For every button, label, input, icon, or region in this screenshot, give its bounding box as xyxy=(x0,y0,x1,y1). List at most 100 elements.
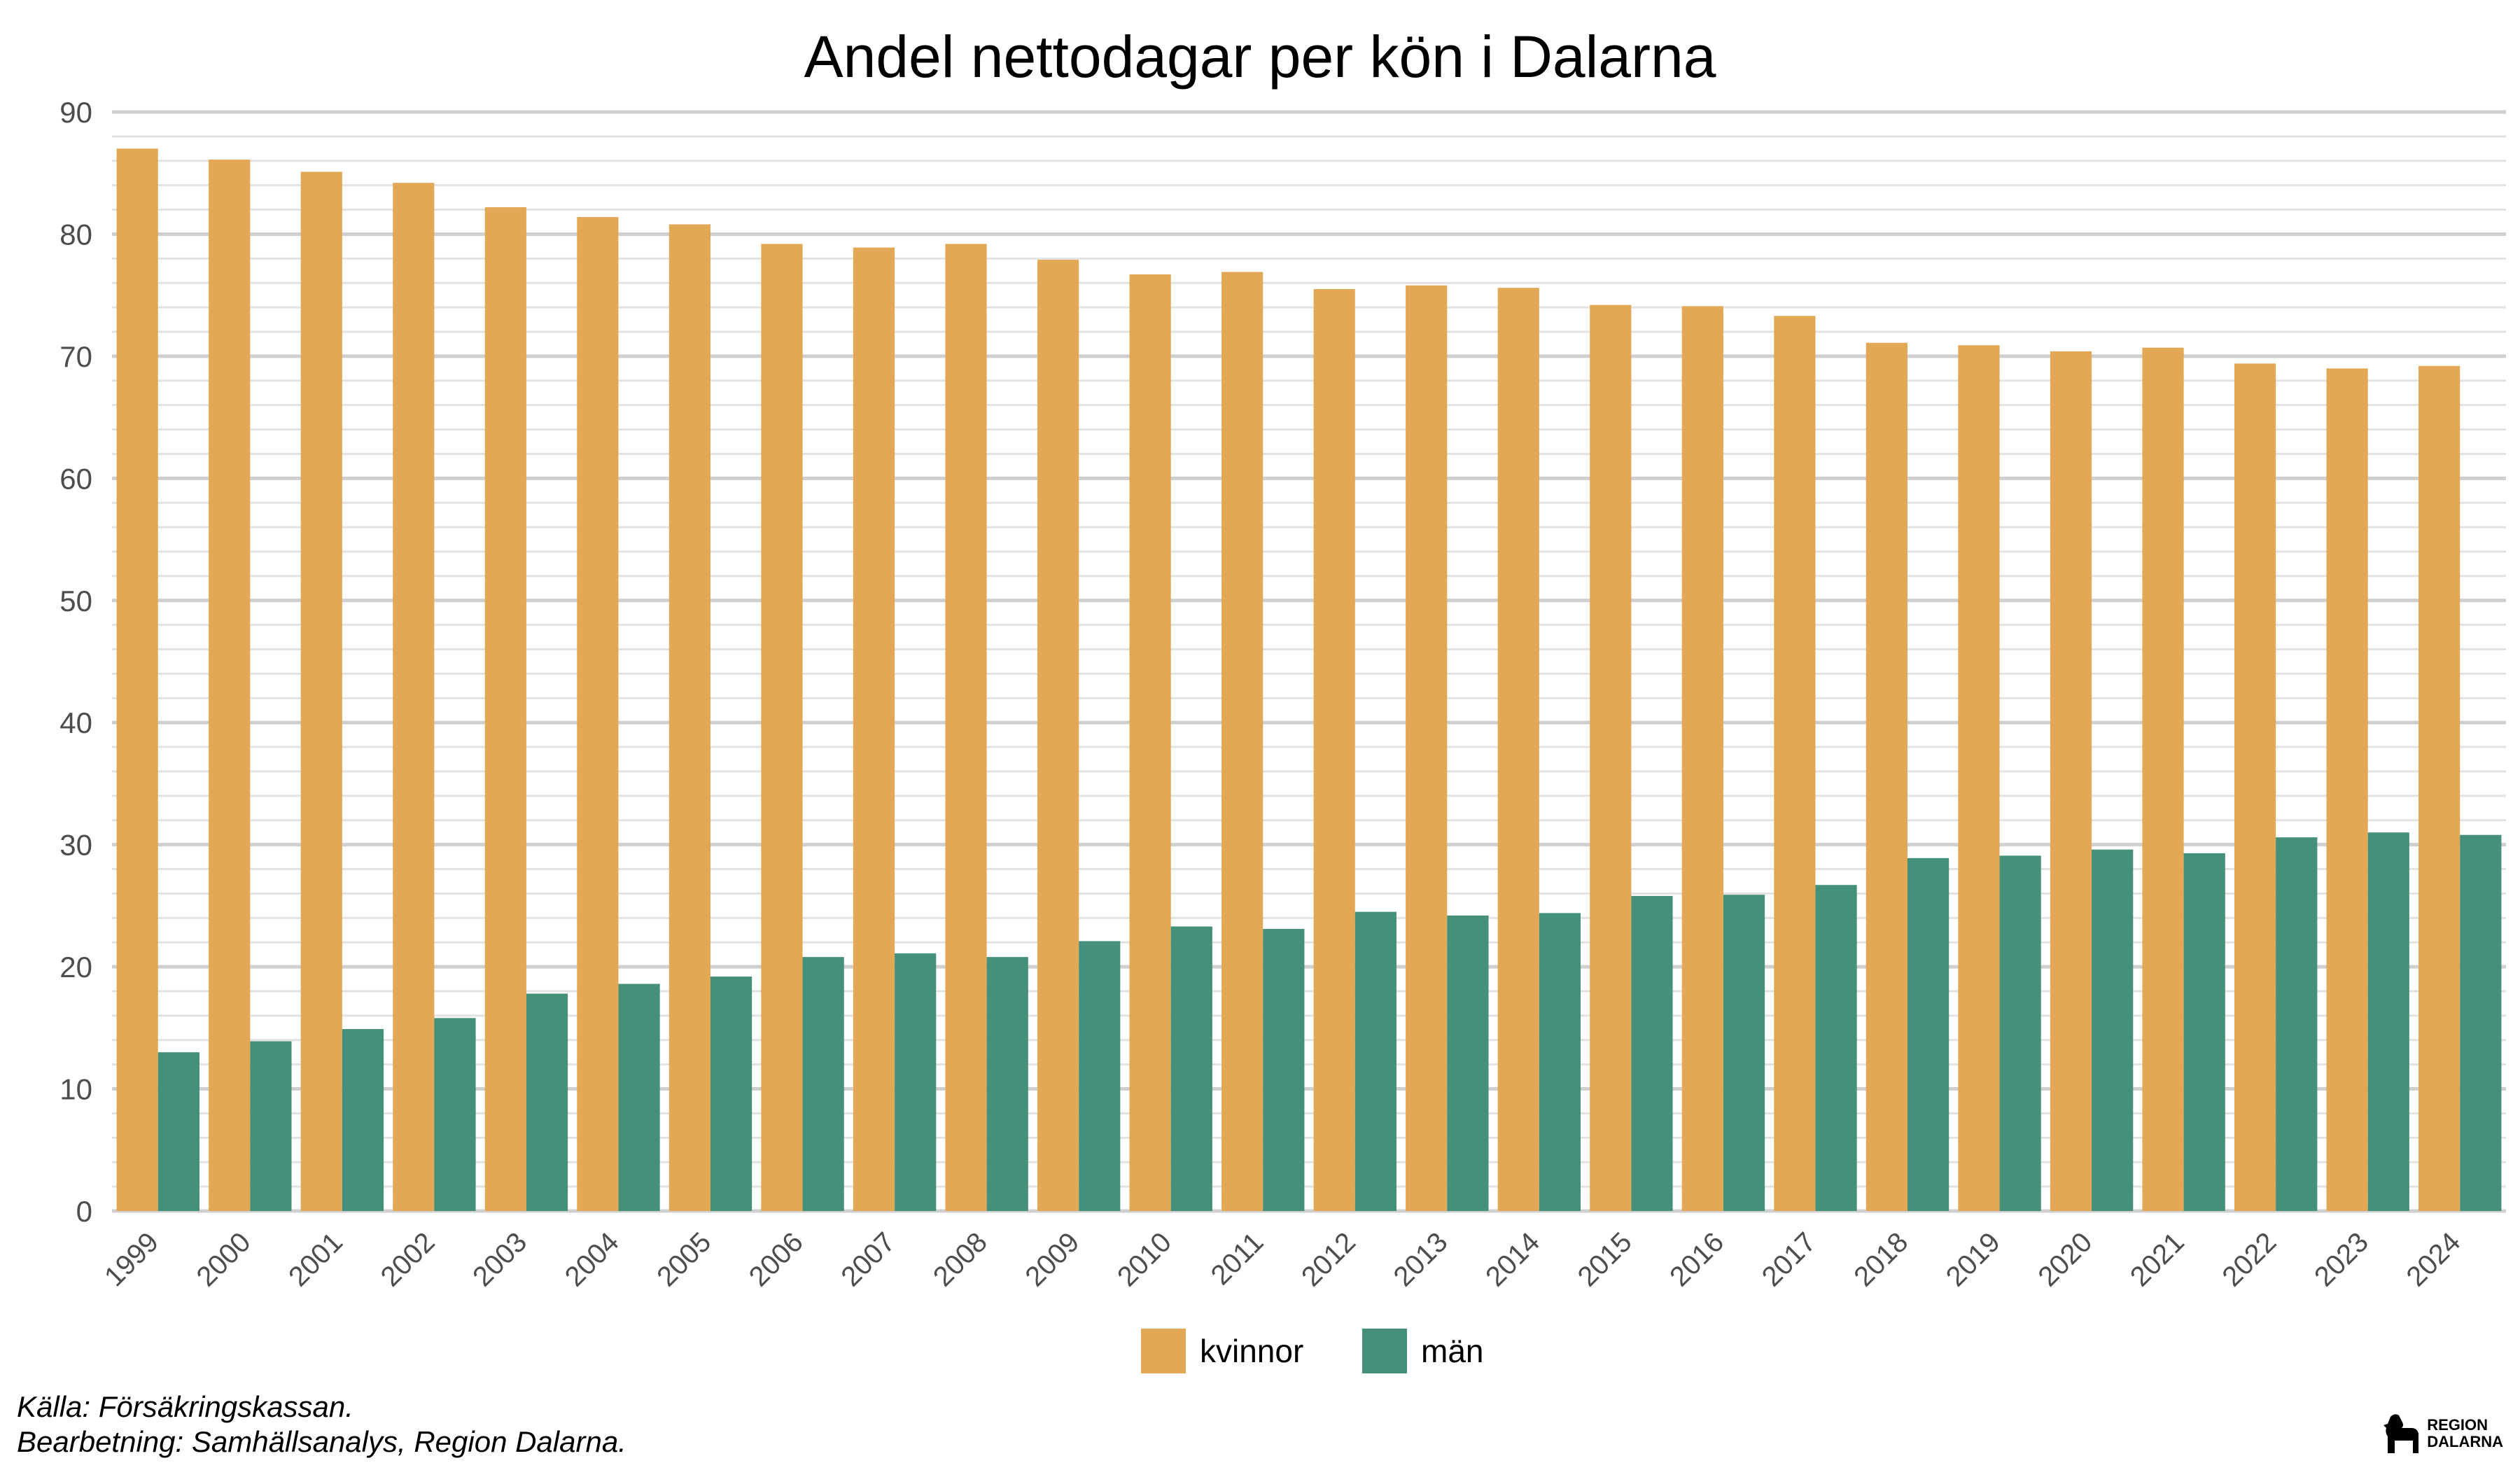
bar-män-2000 xyxy=(250,1041,292,1211)
x-tick-label: 2004 xyxy=(559,1226,625,1292)
bar-kvinnor-2006 xyxy=(761,244,803,1211)
bar-män-2003 xyxy=(526,993,568,1211)
bar-män-2022 xyxy=(2276,837,2318,1211)
bar-kvinnor-2014 xyxy=(1497,288,1539,1212)
logo-line-1: REGION xyxy=(2427,1416,2488,1434)
x-tick-label: 2007 xyxy=(835,1226,901,1292)
x-tick-label: 2003 xyxy=(467,1226,533,1292)
processing-text: Bearbetning: Samhällsanalys, Region Dala… xyxy=(17,1425,626,1458)
y-tick-label: 90 xyxy=(59,96,92,129)
bar-kvinnor-2016 xyxy=(1681,306,1723,1211)
x-tick-label: 2010 xyxy=(1112,1226,1177,1292)
bars xyxy=(116,148,2502,1212)
bar-män-2002 xyxy=(434,1018,476,1211)
bar-kvinnor-1999 xyxy=(116,148,158,1211)
x-tick-label: 2019 xyxy=(1940,1226,2006,1292)
bar-kvinnor-2012 xyxy=(1313,288,1355,1211)
x-tick-label: 2005 xyxy=(651,1226,717,1292)
x-tick-label: 2016 xyxy=(1664,1226,1730,1292)
y-tick-label: 10 xyxy=(59,1073,92,1106)
bar-män-2009 xyxy=(1079,941,1121,1211)
bar-kvinnor-2001 xyxy=(300,172,342,1211)
region-logo: REGION DALARNA xyxy=(2381,1411,2503,1456)
y-tick-label: 70 xyxy=(59,340,92,373)
bar-kvinnor-2015 xyxy=(1590,304,1632,1212)
bar-män-2011 xyxy=(1263,929,1305,1211)
chart-title: Andel nettodagar per kön i Dalarna xyxy=(804,24,1716,90)
bar-män-1999 xyxy=(158,1052,200,1211)
bar-män-2023 xyxy=(2367,832,2409,1211)
legend-swatch-män xyxy=(1362,1329,1407,1373)
y-axis-ticks: 0 10 20 30 40 50 60 70 80 90 xyxy=(59,96,92,1228)
x-tick-label: 2018 xyxy=(1848,1226,1914,1292)
bar-män-2008 xyxy=(986,957,1028,1211)
bar-kvinnor-2010 xyxy=(1129,274,1171,1211)
bar-män-2012 xyxy=(1354,911,1396,1211)
bar-kvinnor-2007 xyxy=(853,247,895,1212)
x-tick-label: 2022 xyxy=(2216,1226,2282,1292)
bar-kvinnor-2013 xyxy=(1406,285,1448,1211)
legend: kvinnor män xyxy=(1141,1329,1483,1373)
bar-män-2017 xyxy=(1815,885,1857,1211)
bar-kvinnor-2003 xyxy=(484,207,526,1212)
bar-män-2021 xyxy=(2183,853,2225,1211)
bar-män-2024 xyxy=(2460,834,2502,1211)
x-tick-label: 2011 xyxy=(1205,1226,1270,1291)
bar-män-2015 xyxy=(1631,895,1673,1211)
y-tick-label: 0 xyxy=(76,1195,92,1228)
bar-kvinnor-2020 xyxy=(2050,351,2092,1211)
bar-män-2005 xyxy=(710,976,752,1211)
bar-män-2004 xyxy=(618,983,660,1211)
bar-kvinnor-2018 xyxy=(1865,342,1907,1212)
x-tick-label: 2023 xyxy=(2309,1226,2374,1292)
bar-kvinnor-2021 xyxy=(2142,347,2184,1212)
bar-kvinnor-2017 xyxy=(1774,316,1816,1211)
y-tick-label: 80 xyxy=(59,218,92,251)
bar-män-2010 xyxy=(1170,926,1212,1211)
y-tick-label: 50 xyxy=(59,584,92,617)
x-tick-label: 2017 xyxy=(1756,1226,1822,1292)
x-tick-label: 2012 xyxy=(1296,1226,1362,1292)
bar-kvinnor-2008 xyxy=(945,244,987,1211)
bar-kvinnor-2011 xyxy=(1222,272,1264,1211)
logo-line-2: DALARNA xyxy=(2427,1433,2503,1450)
dala-horse-icon xyxy=(2384,1414,2419,1453)
bar-män-2014 xyxy=(1539,913,1581,1211)
bar-kvinnor-2022 xyxy=(2234,363,2276,1212)
x-tick-label: 2009 xyxy=(1019,1226,1085,1292)
bar-män-2006 xyxy=(802,957,844,1211)
y-tick-label: 40 xyxy=(59,706,92,739)
bar-kvinnor-2009 xyxy=(1037,260,1079,1212)
x-tick-label: 2006 xyxy=(743,1226,809,1292)
bar-kvinnor-2005 xyxy=(668,224,710,1211)
bar-män-2013 xyxy=(1447,915,1489,1211)
x-tick-label: 2024 xyxy=(2400,1226,2466,1292)
bar-kvinnor-2023 xyxy=(2326,368,2368,1212)
bar-män-2001 xyxy=(342,1029,384,1211)
bar-män-2018 xyxy=(1907,858,1949,1211)
caption: Källa: Försäkringskassan. Bearbetning: S… xyxy=(17,1390,626,1460)
y-tick-label: 30 xyxy=(59,829,92,862)
x-tick-label: 2020 xyxy=(2032,1226,2098,1292)
x-tick-label: 2013 xyxy=(1388,1226,1454,1292)
bar-kvinnor-2002 xyxy=(393,183,435,1212)
legend-swatch-kvinnor xyxy=(1141,1329,1186,1373)
x-tick-label: 2001 xyxy=(283,1226,349,1292)
y-tick-label: 60 xyxy=(59,462,92,495)
x-tick-label: 2008 xyxy=(927,1226,993,1292)
x-tick-label: 2000 xyxy=(191,1226,257,1292)
x-tick-label: 2015 xyxy=(1572,1226,1638,1292)
bar-män-2020 xyxy=(2092,849,2134,1211)
x-tick-label: 2014 xyxy=(1480,1226,1546,1292)
legend-label-kvinnor: kvinnor xyxy=(1200,1333,1303,1369)
bar-män-2016 xyxy=(1723,895,1765,1211)
x-tick-label: 2002 xyxy=(375,1226,441,1292)
bar-kvinnor-2019 xyxy=(1958,345,2000,1211)
x-tick-label: 2021 xyxy=(2124,1226,2190,1292)
x-tick-label: 1999 xyxy=(99,1226,164,1292)
source-text: Källa: Försäkringskassan. xyxy=(17,1390,354,1423)
bar-kvinnor-2004 xyxy=(577,217,619,1211)
legend-label-män: män xyxy=(1421,1333,1483,1369)
bar-kvinnor-2000 xyxy=(209,160,251,1212)
